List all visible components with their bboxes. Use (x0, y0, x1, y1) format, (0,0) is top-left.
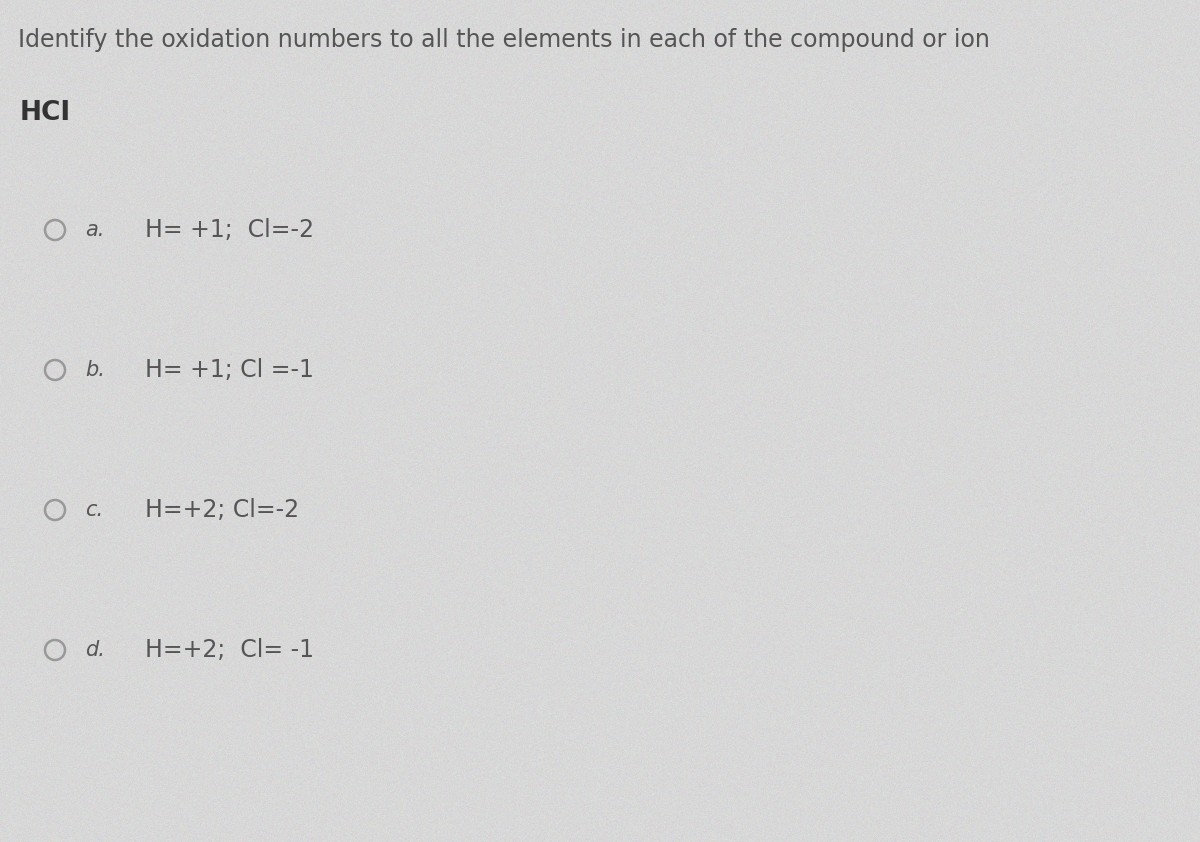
Text: HCI: HCI (20, 100, 71, 126)
Text: H=+2; Cl=-2: H=+2; Cl=-2 (145, 498, 299, 522)
Text: H=+2;  Cl= -1: H=+2; Cl= -1 (145, 638, 314, 662)
Text: d.: d. (85, 640, 104, 660)
Text: Identify the oxidation numbers to all the elements in each of the compound or io: Identify the oxidation numbers to all th… (18, 28, 990, 52)
Text: H= +1;  Cl=-2: H= +1; Cl=-2 (145, 218, 314, 242)
Text: c.: c. (85, 500, 103, 520)
Text: b.: b. (85, 360, 104, 380)
Text: a.: a. (85, 220, 104, 240)
Text: H= +1; Cl =-1: H= +1; Cl =-1 (145, 358, 314, 382)
